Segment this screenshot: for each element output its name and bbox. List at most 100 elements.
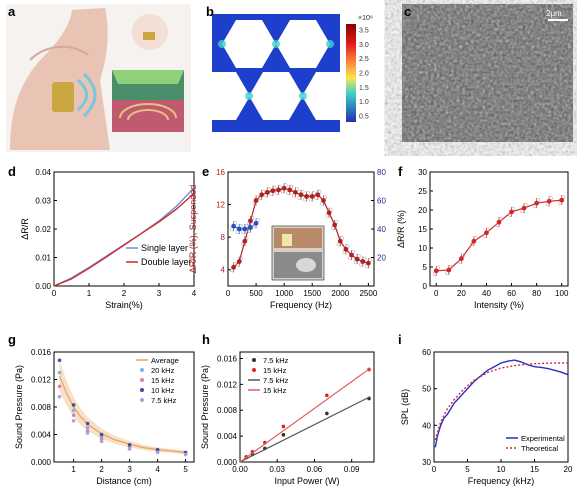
data-point: [264, 189, 270, 195]
y-tick-label: 0.000: [31, 458, 52, 467]
x-tick-label: 4: [155, 465, 160, 474]
data-point: [85, 425, 90, 430]
plot-frame: [53, 171, 195, 287]
y-tick-label: 4: [221, 266, 226, 275]
panel-label-d: d: [8, 164, 16, 179]
data-point: [326, 210, 332, 216]
y-tick-label: 0.016: [217, 354, 238, 363]
x-tick-label: 5: [183, 465, 188, 474]
series-mean: [432, 195, 566, 276]
colorbar-tick-label: 1.5: [359, 85, 369, 92]
series-7-5-khz: [239, 396, 371, 463]
data-point: [276, 187, 281, 193]
series-line: [434, 362, 568, 441]
x-tick-label: 1000: [275, 289, 293, 298]
legend-swatch: [140, 378, 144, 382]
data-point: [155, 450, 160, 455]
y-tick-label: 0.000: [217, 458, 238, 467]
inset-sensor: [282, 234, 292, 246]
x-tick-label: 0.00: [232, 465, 248, 474]
x-tick-label: 1: [87, 289, 92, 298]
data-point: [309, 194, 315, 199]
data-point: [349, 252, 354, 258]
data-point: [127, 447, 132, 451]
y-axis-label: Sound Pressure (Pa): [200, 365, 210, 449]
data-point: [546, 198, 552, 204]
data-point: [521, 205, 527, 211]
x-tick-label: 2: [122, 289, 127, 298]
y-tick-label: 0.03: [35, 197, 51, 206]
panel-a: a: [6, 4, 191, 152]
data-point: [99, 439, 104, 444]
panel-label-h: h: [202, 332, 210, 347]
y-tick-label: 0.008: [217, 406, 238, 415]
data-point: [332, 222, 338, 228]
data-point: [242, 226, 248, 232]
legend-label: 10 kHz: [151, 386, 175, 395]
x-tick-label: 4: [192, 289, 197, 298]
data-point: [471, 238, 477, 244]
series-10-khz: [57, 358, 188, 455]
y-axis-label: Sound Pressure (Pa): [14, 365, 24, 449]
series-suspended: [230, 183, 372, 273]
data-point: [321, 198, 326, 203]
x-tick-label: 80: [532, 289, 541, 298]
data-point: [325, 411, 329, 416]
panel-label-b: b: [206, 4, 214, 19]
legend-label: Single layer: [141, 243, 188, 253]
y-tick-label: 0.008: [31, 403, 52, 412]
y2-tick-label: 80: [377, 168, 386, 177]
data-point: [304, 194, 310, 199]
panel-label-a: a: [8, 4, 16, 19]
y-tick-label: 15: [418, 225, 427, 234]
panel-b: ×10⁸ 3.5 3.0 2.5 2.0 1.5 1.0 0.5 b: [206, 4, 373, 132]
legend: Single layer Double layer: [126, 243, 192, 267]
y-tick-label: 0.004: [217, 432, 238, 441]
x-axis-label: Input Power (W): [274, 476, 339, 486]
series-single-layer: [53, 187, 195, 287]
data-point: [231, 223, 237, 229]
hex-mesh-inset: [112, 70, 184, 132]
x-axis-label: Distance (cm): [96, 476, 152, 486]
y-tick-label: 0.00: [35, 282, 51, 291]
legend-label: 15 kHz: [263, 366, 287, 375]
plot-frame: [239, 351, 375, 463]
data-point: [183, 452, 188, 457]
x-tick-label: 2: [99, 465, 104, 474]
data-point: [360, 259, 366, 264]
panel-i: i 0 5 10 15 20 30 40 50 60 Frequency (kHz) SPL (dB)…: [398, 332, 573, 486]
data-point: [343, 246, 349, 252]
y-tick-label: 0.02: [35, 225, 51, 234]
x-axis-label: Frequency (Hz): [270, 300, 332, 310]
x-axis-label: Frequency (kHz): [468, 476, 535, 486]
data-point: [259, 192, 265, 198]
x-tick-label: 0.06: [307, 465, 323, 474]
y2-tick-label: 60: [377, 197, 386, 206]
legend-label: 7.5 kHz: [263, 376, 289, 385]
data-point: [325, 393, 329, 398]
y-axis-label: ΔR/R (%), Suspended: [188, 185, 198, 274]
data-point: [354, 256, 360, 262]
hex-stress-highlights: [218, 40, 334, 100]
y-axis-label: ΔR/R: [20, 218, 30, 240]
panel-e: e 0 500 1000 1500 2000 2500 4 8 12 16 20 40 60 80 Frequ…: [188, 164, 386, 310]
series-line: [53, 192, 195, 287]
colorbar-tick-label: 1.0: [359, 99, 369, 106]
colorbar-tick-label: 0.5: [359, 114, 369, 121]
data-point: [236, 259, 242, 264]
data-point: [365, 260, 371, 266]
data-point: [85, 431, 90, 435]
panel-c: 2μm c: [402, 4, 573, 142]
data-point: [270, 188, 276, 194]
colorbar-tick-label: 3.5: [359, 28, 369, 35]
data-point: [155, 447, 160, 452]
x-tick-label: 0: [434, 289, 439, 298]
x-tick-label: 2000: [331, 289, 349, 298]
panel-d: d 0 1 2 3 4 0.00 0.01 0.02 0.03 0.04 Strain(%) ΔR/R S…: [8, 164, 197, 310]
colorbar-tick-label: 2.5: [359, 56, 369, 63]
data-point: [71, 418, 76, 423]
y-tick-label: 8: [221, 233, 226, 242]
series-15-khz: [239, 367, 371, 463]
hex-stress-map: [212, 20, 340, 120]
